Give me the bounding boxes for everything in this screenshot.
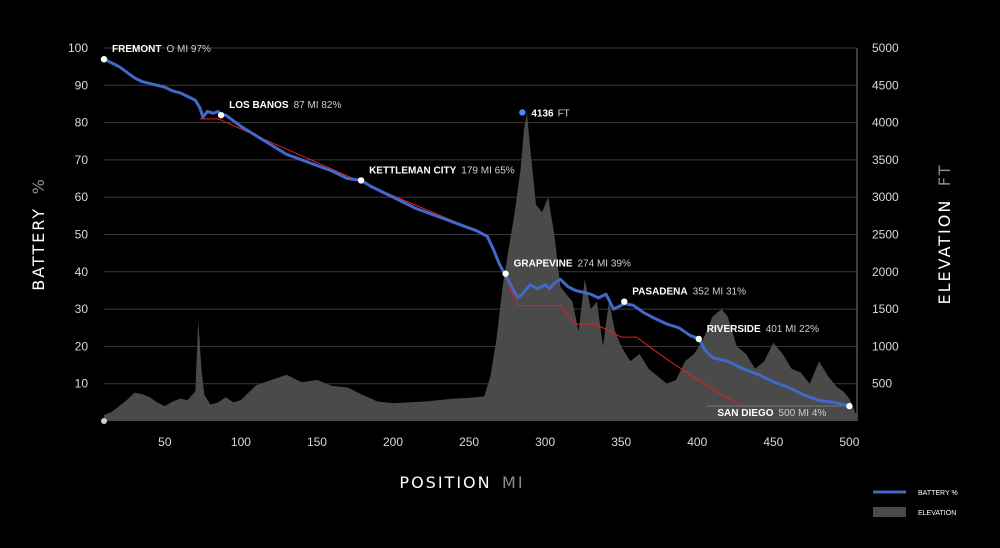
x-axis-title: POSITION MI	[399, 473, 524, 492]
marker-riverside	[695, 335, 702, 343]
legend-elevation-swatch	[873, 507, 906, 517]
annotation-pasadena-value: 352 MI 31%	[693, 287, 746, 298]
annotation-san-diego-name: SAN DIEGO	[717, 408, 773, 419]
predicted-battery-line	[199, 118, 744, 407]
annotation-riverside: RIVERSIDE 401 MI 22%	[707, 324, 819, 335]
right-tick-4500: 4500	[872, 78, 899, 92]
x-axis-title-text: POSITION	[399, 473, 491, 492]
x-axis-ticks: 50 100 150 200 250 300 350 400 450 500	[158, 435, 860, 449]
annotation-fremont-value: O MI 97%	[166, 44, 211, 55]
right-axis-title: ELEVATION FT	[935, 164, 954, 305]
left-tick-40: 40	[75, 265, 89, 279]
marker-kettleman-city	[357, 177, 365, 184]
right-tick-3000: 3000	[872, 190, 899, 204]
x-tick-100: 100	[231, 435, 251, 449]
marker-elevation-start	[101, 418, 107, 424]
right-tick-2000: 2000	[872, 265, 899, 279]
annotation-riverside-value: 401 MI 22%	[766, 324, 819, 335]
left-tick-90: 90	[75, 78, 89, 92]
left-axis-ticks: 10 20 30 40 50 60 70 80 90 100	[68, 41, 88, 391]
marker-los-banos	[217, 111, 225, 119]
annotation-kettleman-city-value: 179 MI 65%	[461, 165, 514, 176]
annotation-san-diego-value: 500 MI 4%	[779, 408, 827, 419]
marker-san-diego	[846, 402, 853, 410]
annotation-elevation-peak: 4136 FT	[531, 108, 569, 119]
annotation-riverside-name: RIVERSIDE	[707, 324, 761, 335]
legend: BATTERY % ELEVATION	[873, 490, 958, 517]
left-tick-30: 30	[75, 302, 89, 316]
right-tick-1500: 1500	[872, 302, 899, 316]
annotation-grapevine: GRAPEVINE 274 MI 39%	[514, 259, 631, 270]
marker-fremont	[100, 55, 108, 63]
elevation-area	[104, 112, 857, 421]
x-tick-150: 150	[307, 435, 327, 449]
right-tick-1000: 1000	[872, 339, 899, 353]
annotation-fremont: FREMONT O MI 97%	[112, 44, 211, 55]
annotation-san-diego: SAN DIEGO 500 MI 4%	[717, 408, 826, 419]
x-tick-400: 400	[687, 435, 707, 449]
left-axis-unit: %	[29, 177, 48, 194]
x-tick-300: 300	[535, 435, 555, 449]
left-tick-70: 70	[75, 153, 89, 167]
annotation-pasadena-name: PASADENA	[632, 287, 687, 298]
annotation-peak-unit: FT	[558, 108, 570, 119]
annotation-peak-value: 4136	[531, 108, 554, 119]
right-tick-4000: 4000	[872, 116, 899, 130]
marker-elevation-peak	[519, 109, 526, 116]
annotations: FREMONT O MI 97% LOS BANOS 87 MI 82% KETTLEM…	[100, 44, 853, 424]
marker-pasadena	[621, 298, 628, 305]
left-axis-title-text: BATTERY	[29, 207, 48, 291]
annotation-fremont-name: FREMONT	[112, 44, 161, 55]
left-tick-20: 20	[75, 339, 89, 353]
x-tick-200: 200	[383, 435, 403, 449]
annotation-grapevine-value: 274 MI 39%	[578, 259, 631, 270]
x-tick-450: 450	[763, 435, 783, 449]
left-tick-100: 100	[68, 41, 88, 55]
annotation-los-banos-value: 87 MI 82%	[294, 100, 342, 111]
right-axis-ticks: 500 1000 1500 2000 2500 3000 3500 4000 4500 5000	[872, 41, 899, 391]
right-tick-500: 500	[872, 377, 892, 391]
right-axis-unit: FT	[935, 164, 954, 187]
legend-elevation-label: ELEVATION	[918, 510, 956, 517]
right-tick-3500: 3500	[872, 153, 899, 167]
legend-battery-label: BATTERY %	[918, 490, 958, 497]
right-tick-2500: 2500	[872, 228, 899, 242]
battery-line	[103, 57, 850, 408]
annotation-los-banos: LOS BANOS 87 MI 82%	[229, 100, 341, 111]
right-axis-title-text: ELEVATION	[935, 199, 954, 305]
left-axis-title: BATTERY %	[29, 177, 48, 291]
left-tick-60: 60	[75, 190, 89, 204]
right-tick-5000: 5000	[872, 41, 899, 55]
x-tick-500: 500	[839, 435, 859, 449]
x-tick-350: 350	[611, 435, 631, 449]
annotation-grapevine-name: GRAPEVINE	[514, 259, 573, 270]
left-tick-10: 10	[75, 377, 89, 391]
annotation-kettleman-city: KETTLEMAN CITY 179 MI 65%	[369, 165, 515, 176]
left-tick-80: 80	[75, 116, 89, 130]
marker-grapevine	[502, 270, 509, 277]
x-tick-250: 250	[459, 435, 479, 449]
left-tick-50: 50	[75, 228, 89, 242]
annotation-los-banos-name: LOS BANOS	[229, 100, 289, 111]
annotation-pasadena: PASADENA 352 MI 31%	[632, 287, 746, 298]
annotation-kettleman-city-name: KETTLEMAN CITY	[369, 165, 457, 176]
x-tick-50: 50	[158, 435, 172, 449]
x-axis-unit: MI	[502, 473, 525, 492]
